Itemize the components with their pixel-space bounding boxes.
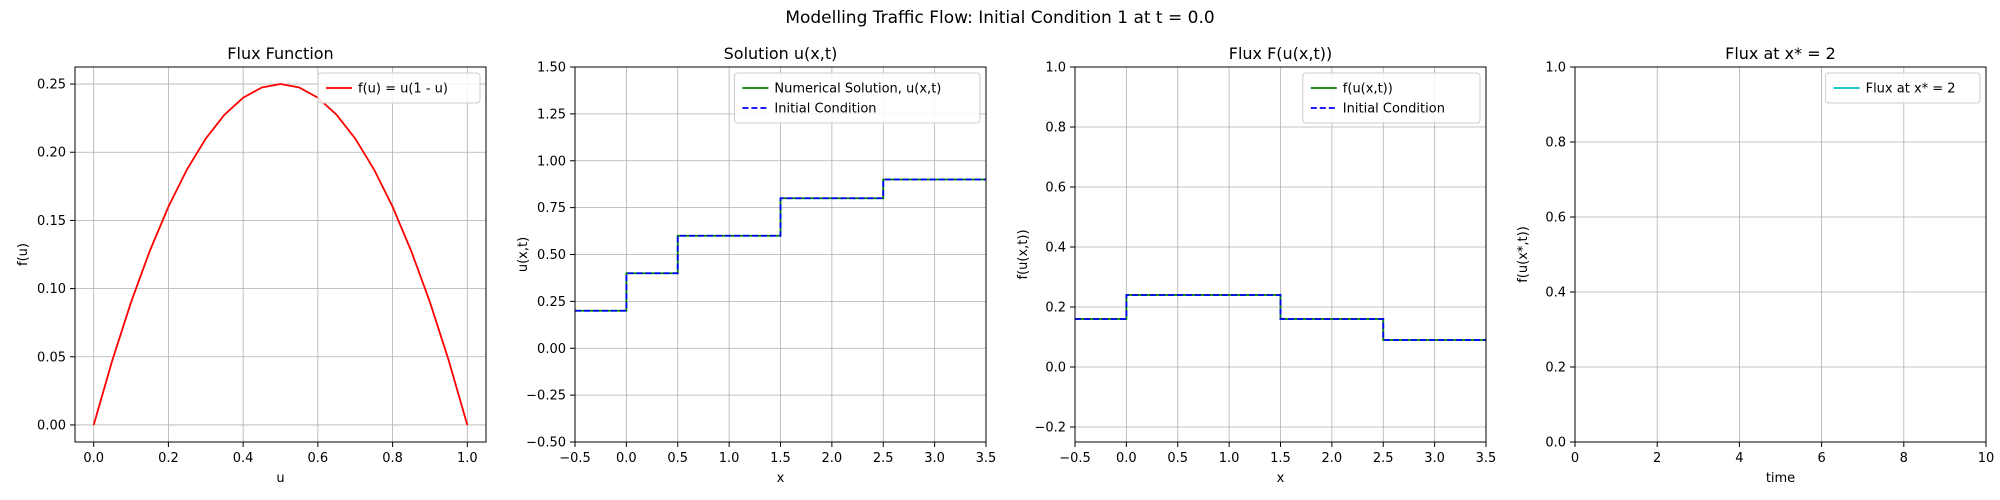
axes-title: Flux at x* = 2 xyxy=(1725,44,1836,63)
panel-flux-of-solution: −0.5 0.0 0.5 1.0 1.5 2.0 2.5 3.0 3.5 −0.2 0.0 0.2 0.… xyxy=(1016,44,1496,486)
y-tick-label: 0.00 xyxy=(37,418,66,433)
y-tick-label: 1.25 xyxy=(537,107,566,122)
x-tick-label: 0 xyxy=(1571,451,1579,466)
axes-title: Solution u(x,t) xyxy=(724,44,838,63)
y-tick-label: 0.2 xyxy=(1045,301,1066,316)
x-tick-label: 3.5 xyxy=(1476,451,1497,466)
x-axis-label: x xyxy=(777,471,785,486)
series-group xyxy=(575,178,986,312)
y-tick-label: 0.4 xyxy=(1045,241,1066,256)
legend: Numerical Solution, u(x,t) Initial Condit… xyxy=(733,72,981,124)
series-group xyxy=(92,83,469,426)
legend-box xyxy=(733,72,981,124)
y-tick-label: −0.25 xyxy=(526,389,566,404)
y-tick-label: 0.75 xyxy=(537,201,566,216)
y-axis-label: f(u) xyxy=(16,243,31,266)
y-tick-label: 0.15 xyxy=(37,214,66,229)
x-tick-label: 2.0 xyxy=(1322,451,1343,466)
x-tick-label: 1.5 xyxy=(1270,451,1291,466)
y-tick-label: 0.05 xyxy=(37,350,66,365)
y-tick-label: 0.00 xyxy=(537,342,566,357)
x-tick-label: 2 xyxy=(1653,451,1661,466)
figure-title: Modelling Traffic Flow: Initial Conditio… xyxy=(785,8,1215,28)
x-tick-label: 0.4 xyxy=(233,451,254,466)
x-tick-label: 1.0 xyxy=(457,451,478,466)
x-tick-label: 6 xyxy=(1817,451,1825,466)
axes-frame xyxy=(1574,66,1987,443)
y-tick-label: 1.50 xyxy=(537,61,566,76)
legend-box xyxy=(1825,72,1981,104)
series-group xyxy=(1075,294,1486,341)
y-tick-label: 0.50 xyxy=(537,248,566,263)
panel-flux-function: 0.0 0.2 0.4 0.6 0.8 1.0 0.00 0.05 0.10 0.15 0.20 0.… xyxy=(16,44,487,486)
x-tick-label: 8 xyxy=(1900,451,1908,466)
legend-label-1: Initial Condition xyxy=(1343,102,1445,117)
x-tick-label: 3.5 xyxy=(976,451,997,466)
x-tick-label: −0.5 xyxy=(559,451,591,466)
series-line-0 xyxy=(92,83,469,426)
y-axis-label: u(x,t) xyxy=(516,237,531,272)
y-tick-label: 0.2 xyxy=(1545,361,1566,376)
y-axis-label: f(u(x*,t)) xyxy=(1516,226,1531,283)
legend: f(u) = u(1 - u) xyxy=(317,72,481,104)
legend: f(u(x,t)) Initial Condition xyxy=(1302,72,1481,124)
x-tick-label: 4 xyxy=(1735,451,1743,466)
x-tick-label: 10 xyxy=(1978,451,1995,466)
legend-label-0: f(u(x,t)) xyxy=(1343,82,1393,97)
x-axis-label: u xyxy=(276,471,284,486)
x-tick-label: 0.0 xyxy=(83,451,104,466)
x-tick-label: 1.5 xyxy=(770,451,791,466)
x-tick-label: 0.8 xyxy=(382,451,403,466)
x-axis-label: time xyxy=(1766,471,1795,486)
y-tick-label: 0.0 xyxy=(1045,361,1066,376)
y-tick-label: 1.0 xyxy=(1045,61,1066,76)
y-tick-label: 0.20 xyxy=(37,146,66,161)
legend: Flux at x* = 2 xyxy=(1825,72,1981,104)
legend-box xyxy=(1302,72,1481,124)
axes-frame xyxy=(74,66,487,443)
series-line-1 xyxy=(1075,294,1486,341)
y-tick-label: 1.00 xyxy=(537,154,566,169)
panel-solution: −0.5 0.0 0.5 1.0 1.5 2.0 2.5 3.0 3.5 −0.50 −0.25 0.… xyxy=(516,44,996,486)
series-line-1 xyxy=(575,178,986,312)
axes-title: Flux Function xyxy=(227,44,333,63)
x-tick-label: 0.0 xyxy=(1116,451,1137,466)
legend-label-0: f(u) = u(1 - u) xyxy=(358,82,448,97)
y-tick-label: −0.50 xyxy=(526,436,566,451)
x-tick-label: 0.2 xyxy=(158,451,179,466)
y-tick-label: 0.25 xyxy=(37,78,66,93)
x-tick-label: 0.0 xyxy=(616,451,637,466)
y-tick-label: 0.4 xyxy=(1545,286,1566,301)
panel-flux-at-point: 0 2 4 6 8 10 0.0 0.2 0.4 0.6 0.8 1.0 Flux at x* = 2 t… xyxy=(1516,44,1994,486)
x-tick-label: 3.0 xyxy=(1424,451,1445,466)
y-tick-label: 0.6 xyxy=(1045,181,1066,196)
y-tick-label: 0.8 xyxy=(1545,136,1566,151)
legend-label-1: Initial Condition xyxy=(774,102,876,117)
y-tick-label: −0.2 xyxy=(1034,421,1066,436)
x-tick-label: −0.5 xyxy=(1059,451,1091,466)
axes-title: Flux F(u(x,t)) xyxy=(1229,44,1332,63)
x-tick-label: 0.6 xyxy=(308,451,329,466)
x-axis-label: x xyxy=(1277,471,1285,486)
y-tick-label: 1.0 xyxy=(1545,61,1566,76)
y-tick-label: 0.8 xyxy=(1045,121,1066,136)
x-tick-label: 0.5 xyxy=(667,451,688,466)
y-tick-label: 0.25 xyxy=(537,295,566,310)
legend-label-0: Numerical Solution, u(x,t) xyxy=(774,82,941,97)
x-tick-label: 0.5 xyxy=(1167,451,1188,466)
y-axis-label: f(u(x,t)) xyxy=(1016,229,1031,279)
legend-box xyxy=(317,72,481,104)
x-tick-label: 1.0 xyxy=(719,451,740,466)
y-tick-label: 0.6 xyxy=(1545,211,1566,226)
x-tick-label: 1.0 xyxy=(1219,451,1240,466)
legend-label-0: Flux at x* = 2 xyxy=(1866,82,1956,97)
x-tick-label: 2.5 xyxy=(873,451,894,466)
x-tick-label: 3.0 xyxy=(924,451,945,466)
x-tick-label: 2.5 xyxy=(1373,451,1394,466)
x-tick-label: 2.0 xyxy=(822,451,843,466)
y-tick-label: 0.10 xyxy=(37,282,66,297)
y-tick-label: 0.0 xyxy=(1545,436,1566,451)
